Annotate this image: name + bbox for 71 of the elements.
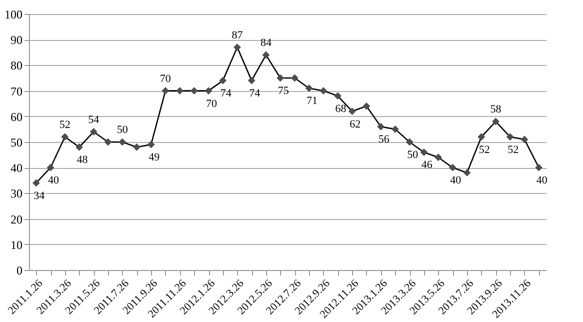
point	[204, 87, 212, 95]
data-label: 56	[378, 134, 390, 146]
data-label: 34	[34, 190, 46, 202]
point	[32, 179, 40, 187]
y-tick-label: 0	[16, 264, 22, 278]
data-label: 40	[536, 174, 548, 187]
point	[463, 169, 471, 176]
point	[290, 74, 298, 82]
y-tick-label: 60	[10, 110, 22, 124]
data-label: 84	[260, 36, 272, 49]
point	[506, 133, 514, 141]
data-label: 50	[407, 149, 419, 161]
data-label: 48	[76, 154, 88, 166]
point	[478, 133, 486, 141]
point	[147, 140, 155, 148]
data-label: 40	[48, 174, 60, 187]
point	[234, 44, 241, 51]
data-label: 52	[59, 118, 70, 131]
point	[46, 164, 54, 172]
data-label: 62	[350, 118, 361, 130]
point	[219, 76, 227, 84]
point	[190, 87, 198, 95]
point	[420, 148, 428, 156]
point	[305, 84, 313, 92]
data-label: 70	[206, 98, 218, 110]
y-tick-label: 80	[10, 58, 22, 73]
point	[104, 138, 112, 146]
point	[406, 138, 414, 146]
point	[392, 125, 399, 133]
point	[334, 92, 342, 100]
point	[262, 51, 270, 59]
data-label: 68	[335, 102, 347, 115]
data-label: 50	[116, 124, 128, 136]
data-label: 71	[306, 95, 318, 108]
point	[434, 154, 442, 162]
data-label: 54	[88, 114, 100, 126]
point	[90, 128, 98, 136]
data-label: 52	[478, 144, 490, 156]
point	[520, 136, 528, 144]
point	[377, 122, 385, 130]
point	[276, 74, 284, 82]
point	[348, 108, 356, 115]
point	[320, 87, 328, 95]
data-label: 87	[232, 29, 244, 42]
data-label: 70	[160, 72, 172, 85]
y-tick-label: 90	[10, 33, 22, 48]
y-tick-label: 70	[10, 84, 22, 98]
y-tick-label: 30	[10, 186, 22, 201]
y-tick-label: 50	[10, 136, 22, 150]
data-label: 52	[508, 144, 519, 156]
y-tick-label: 10	[10, 238, 22, 252]
point	[362, 102, 370, 110]
point	[248, 76, 256, 84]
point	[176, 87, 184, 95]
y-tick-label: 40	[10, 161, 22, 176]
y-tick-label: 20	[10, 212, 22, 226]
data-label: 74	[220, 88, 232, 100]
point	[448, 164, 456, 172]
data-label: 74	[249, 88, 261, 100]
y-tick-label: 100	[4, 8, 22, 22]
point	[118, 138, 126, 146]
data-label: 40	[450, 174, 462, 187]
point	[535, 164, 543, 172]
data-label: 75	[278, 85, 290, 97]
data-label: 46	[421, 159, 433, 172]
point	[61, 133, 69, 141]
data-label: 49	[148, 152, 160, 164]
point	[162, 87, 170, 95]
data-label: 58	[490, 104, 502, 116]
point	[133, 143, 140, 151]
point	[76, 143, 83, 151]
